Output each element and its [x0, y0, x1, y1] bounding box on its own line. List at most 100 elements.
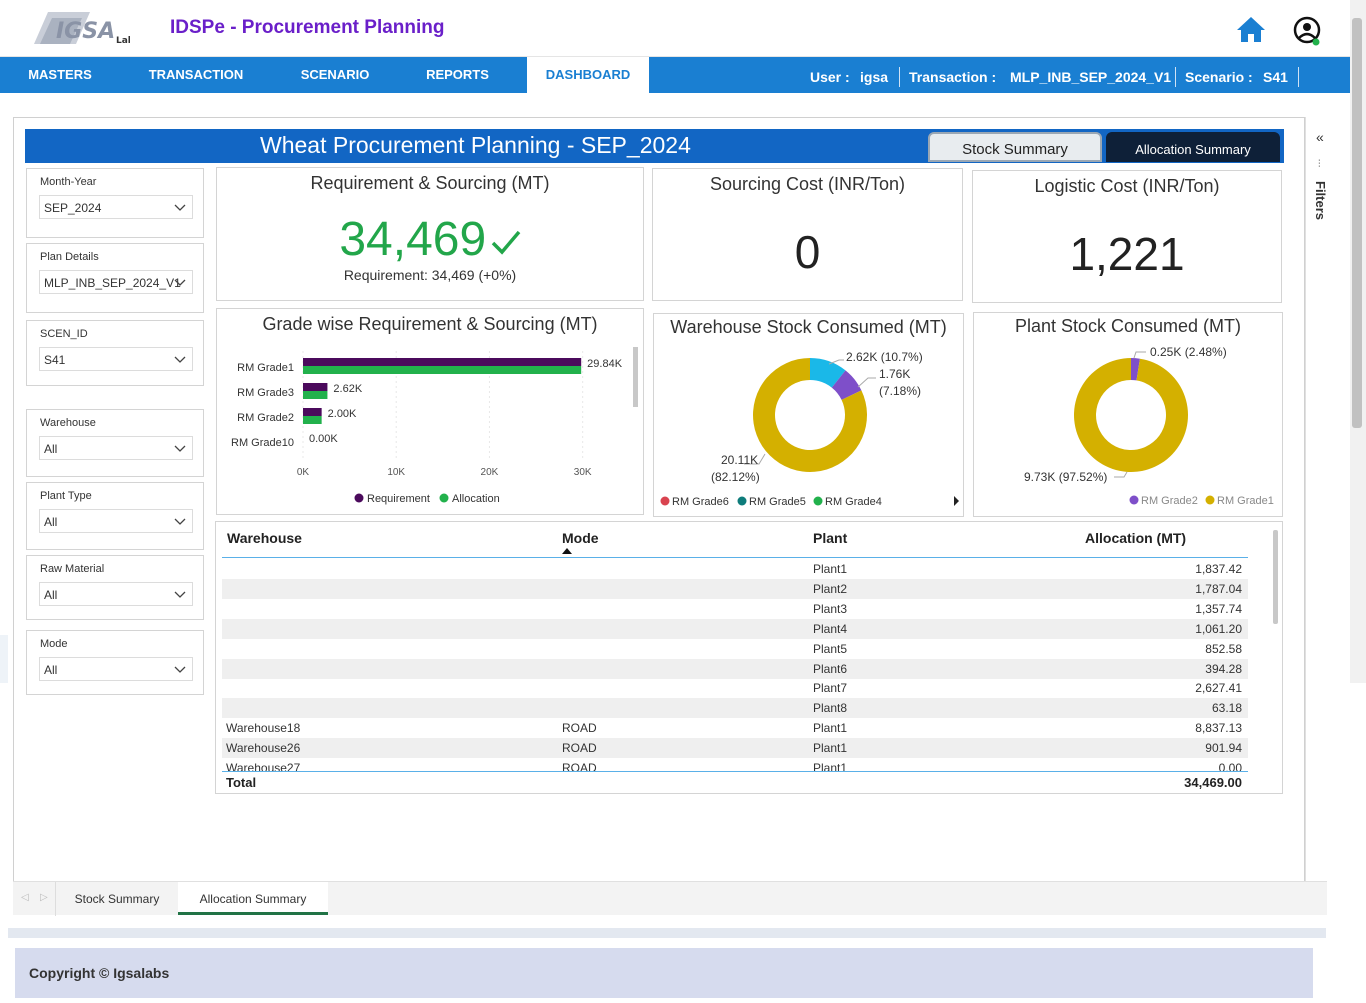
- chevron-down-icon: [174, 445, 186, 452]
- slicer-value: MLP_INB_SEP_2024_V1: [44, 276, 181, 290]
- x-tick-label: 30K: [574, 467, 592, 478]
- slicer-warehouse: Warehouse All: [26, 409, 204, 477]
- scrollbar-thumb[interactable]: [1352, 18, 1362, 428]
- slicer-value: S41: [44, 353, 66, 367]
- footer-band: [8, 928, 1326, 938]
- filters-pane[interactable]: « ⫶ Filters: [1305, 117, 1337, 881]
- cell-plant: Plant3: [813, 601, 848, 616]
- slicer-label: Month-Year: [40, 176, 97, 188]
- chart-scrollbar[interactable]: [633, 347, 638, 407]
- allocation-table: Warehouse Mode Plant Allocation (MT) Pla…: [215, 521, 1283, 794]
- plan-details-dropdown[interactable]: MLP_INB_SEP_2024_V1: [39, 270, 193, 294]
- table-row[interactable]: Plant2 1,787.04: [222, 578, 1248, 599]
- card-title: Logistic Cost (INR/Ton): [1034, 176, 1220, 196]
- month-year-dropdown[interactable]: SEP_2024: [39, 195, 193, 219]
- donut-slice: [753, 358, 867, 472]
- cell-plant: Plant2: [813, 581, 848, 596]
- slicer-month-year: Month-Year SEP_2024: [26, 168, 204, 238]
- slice-label: (82.12%): [711, 470, 760, 484]
- slicer-scen-id: SCEN_ID S41: [26, 320, 204, 386]
- sort-asc-icon[interactable]: [562, 548, 572, 554]
- slice-label: 2.62K (10.7%): [846, 350, 923, 364]
- raw-material-dropdown[interactable]: All: [39, 582, 193, 606]
- table-row[interactable]: Plant1 1,837.42: [222, 559, 1248, 579]
- mode-dropdown[interactable]: All: [39, 657, 193, 681]
- stock-summary-button[interactable]: Stock Summary: [928, 132, 1102, 162]
- legend-allocation: Allocation: [452, 493, 500, 505]
- x-tick-label: 0K: [297, 467, 310, 478]
- slicer-label: Plan Details: [40, 251, 99, 263]
- slicer-raw-material: Raw Material All: [26, 555, 204, 620]
- cell-mode: ROAD: [562, 741, 597, 756]
- user-icon[interactable]: [1293, 16, 1323, 46]
- cell-mode: ROAD: [562, 721, 597, 736]
- slicer-value: All: [44, 515, 58, 529]
- table-row[interactable]: Plant6 394.28: [222, 658, 1248, 679]
- nav-transaction[interactable]: TRANSACTION: [148, 67, 244, 82]
- table-row[interactable]: Warehouse27 ROAD Plant1 0.00: [222, 758, 1248, 778]
- transaction-label: Transaction :: [909, 69, 997, 85]
- kpi-logistic-cost-value: 1,221: [1069, 228, 1185, 280]
- bar-allocation: [303, 416, 322, 424]
- category-label: RM Grade1: [237, 362, 294, 374]
- col-header-allocation[interactable]: Allocation (MT): [1085, 530, 1187, 546]
- col-header-warehouse[interactable]: Warehouse: [227, 530, 302, 546]
- copyright-text: Copyright © Igsalabs: [29, 965, 170, 981]
- data-label: 29.84K: [587, 358, 623, 370]
- warehouse-donut-chart: 2.62K (10.7%) 1.76K (7.18%) 20.11K (82.12%) R…: [660, 350, 959, 508]
- chevron-down-icon: [174, 279, 186, 286]
- table-scrollbar[interactable]: [1273, 530, 1278, 624]
- kpi-requirement-card: Requirement & Sourcing (MT) 34,469 Requi…: [216, 167, 644, 301]
- nav-masters[interactable]: MASTERS: [28, 67, 92, 82]
- tab-stock-summary[interactable]: Stock Summary: [74, 892, 160, 906]
- tab-divider: [55, 882, 56, 916]
- allocation-summary-button[interactable]: Allocation Summary: [1106, 132, 1280, 162]
- col-header-plant[interactable]: Plant: [813, 530, 848, 546]
- nav-reports[interactable]: REPORTS: [426, 67, 489, 82]
- bar-requirement: [303, 408, 322, 416]
- table-row[interactable]: Warehouse18 ROAD Plant1 8,837.13: [222, 718, 1248, 738]
- cell-allocation: 2,627.41: [1195, 681, 1242, 696]
- cell-plant: Plant8: [813, 701, 848, 716]
- table-row[interactable]: Plant7 2,627.41: [222, 678, 1248, 698]
- plant-donut-chart: 0.25K (2.48%) 9.73K (97.52%) RM Grade2 RM G…: [1024, 345, 1274, 507]
- leader-line: [1133, 351, 1146, 359]
- cell-warehouse: Warehouse18: [226, 721, 301, 736]
- data-label: 2.00K: [328, 408, 357, 420]
- plant-type-dropdown[interactable]: All: [39, 509, 193, 533]
- tab-prev-icon[interactable]: ◁: [21, 892, 29, 903]
- nav-dashboard[interactable]: DASHBOARD: [527, 57, 649, 93]
- collapse-chevron-icon[interactable]: «: [1316, 129, 1324, 145]
- table-row[interactable]: Plant5 852.58: [222, 639, 1248, 659]
- cell-plant: Plant7: [813, 681, 848, 696]
- nav-divider: [899, 67, 900, 87]
- slicer-label: Plant Type: [40, 490, 92, 502]
- logo-text: IGSA: [56, 19, 115, 44]
- table-row[interactable]: Plant3 1,357.74: [222, 599, 1248, 619]
- slice-label: (7.18%): [879, 384, 921, 398]
- cell-plant: Plant1: [813, 761, 848, 775]
- warehouse-stock-card: Warehouse Stock Consumed (MT) 2.62K (10.…: [653, 313, 964, 517]
- legend-dot-allocation: [439, 493, 449, 503]
- leader-line: [828, 359, 844, 365]
- scen-id-dropdown[interactable]: S41: [39, 347, 193, 371]
- table-row[interactable]: Warehouse26 ROAD Plant1 901.94: [222, 738, 1248, 759]
- user-label: User :: [810, 69, 850, 85]
- filters-label: Filters: [1313, 181, 1328, 221]
- cell-allocation: 8,837.13: [1195, 721, 1242, 736]
- page-scrollbar[interactable]: [1350, 0, 1366, 683]
- kpi-requirement-sub: Requirement: 34,469 (+0%): [343, 267, 517, 283]
- kpi-requirement-value: 34,469: [339, 213, 487, 266]
- category-label: RM Grade2: [237, 412, 294, 424]
- slice-label: 1.76K: [879, 367, 910, 381]
- nav-scenario[interactable]: SCENARIO: [300, 67, 370, 82]
- table-row[interactable]: Plant4 1,061.20: [222, 618, 1248, 639]
- tab-allocation-summary[interactable]: Allocation Summary: [178, 882, 328, 915]
- slice-label: 0.25K (2.48%): [1150, 345, 1227, 359]
- donut-slice: [1131, 358, 1140, 381]
- table-row[interactable]: Plant8 63.18: [222, 698, 1248, 719]
- home-icon[interactable]: [1236, 15, 1266, 43]
- tab-next-icon[interactable]: ▷: [40, 892, 48, 903]
- warehouse-dropdown[interactable]: All: [39, 436, 193, 460]
- col-header-mode[interactable]: Mode: [562, 530, 599, 546]
